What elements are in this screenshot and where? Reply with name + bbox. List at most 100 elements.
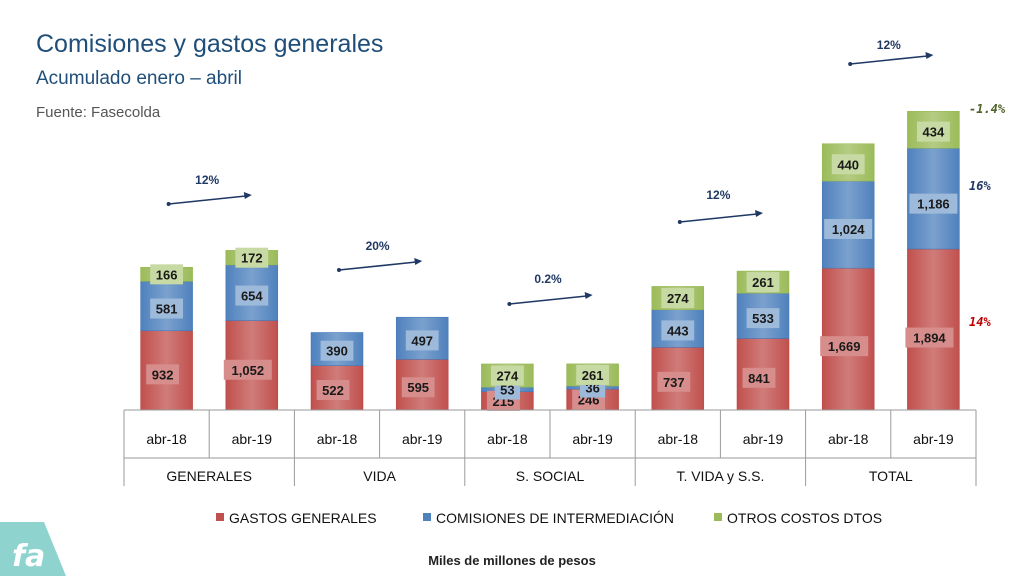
arrow-tail	[166, 202, 171, 206]
data-label-box	[491, 365, 524, 386]
arrow-tail	[677, 220, 682, 224]
data-label-box	[746, 272, 780, 293]
data-label-gastos-4: 595	[401, 377, 435, 398]
chart-subtitle: Acumulado enero – abril	[36, 68, 242, 89]
legend-swatch	[216, 513, 224, 521]
data-label-gastos-2: 1,052	[223, 359, 272, 380]
arrow-head	[755, 210, 763, 217]
x-tick-label-9: abr-18	[828, 431, 869, 447]
data-label-text: 172	[241, 251, 263, 266]
data-label-text: 440	[837, 157, 859, 172]
data-label-gastos-1: 932	[146, 364, 179, 385]
data-label-text: 581	[156, 302, 178, 317]
x-tick-label-7: abr-18	[658, 431, 699, 447]
legend-item-gastos: GASTOS GENERALES	[216, 510, 377, 526]
data-label-text: 274	[667, 291, 689, 306]
data-label-box	[831, 154, 865, 175]
legend-swatch	[714, 513, 722, 521]
legend-label: GASTOS GENERALES	[229, 510, 377, 526]
data-label-text: 737	[663, 375, 685, 390]
arrow-head	[584, 292, 593, 299]
data-label-gastos-8: 841	[742, 367, 776, 388]
data-label-text: 166	[156, 267, 178, 282]
legend-swatch	[423, 513, 431, 521]
data-label-comisiones-10: 1,186	[909, 193, 958, 214]
data-label-text: 434	[923, 125, 945, 140]
growth-arrow-3: 0.2%	[507, 272, 593, 306]
growth-arrow-5: 12%	[848, 38, 934, 66]
data-label-otros-2: 172	[235, 247, 269, 268]
data-label-box	[405, 330, 439, 351]
x-tick-label-6: abr-19	[572, 431, 613, 447]
growth-arrow-4: 12%	[677, 188, 763, 224]
data-label-box	[223, 359, 272, 380]
x-tick-label-8: abr-19	[743, 431, 784, 447]
data-label-gastos-3: 522	[316, 380, 350, 401]
data-label-box	[661, 288, 695, 309]
growth-arrow-line	[338, 261, 417, 271]
data-label-box	[320, 340, 354, 361]
growth-label-2: 20%	[366, 239, 390, 253]
data-label-text: 443	[667, 323, 689, 338]
units-note: Miles de millones de pesos	[428, 553, 596, 568]
data-label-gastos-10: 1,894	[905, 327, 954, 348]
x-tick-label-3: abr-18	[317, 431, 358, 447]
data-label-text: 497	[411, 333, 433, 348]
arrow-tail	[337, 268, 341, 272]
data-label-otros-10: 434	[917, 121, 950, 142]
data-label-otros-8: 261	[746, 272, 780, 293]
arrow-tail	[848, 62, 853, 66]
chart-title: Comisiones y gastos generales	[36, 30, 384, 58]
data-label-box	[746, 308, 780, 329]
growth-arrow-line	[850, 55, 928, 65]
x-tick-label-4: abr-19	[402, 431, 443, 447]
data-label-box	[820, 336, 869, 357]
chart-source: Fuente: Fasecolda	[36, 104, 161, 121]
data-label-text: 274	[497, 369, 519, 384]
group-label-5: TOTAL	[869, 468, 913, 484]
data-label-text: 841	[748, 371, 770, 386]
arrow-tail	[507, 302, 512, 306]
total-change-label-2: 16%	[969, 179, 991, 193]
data-label-otros-9: 440	[831, 154, 865, 175]
data-label-text: 261	[752, 275, 774, 290]
logo-text: fa	[12, 539, 45, 574]
group-label-2: VIDA	[363, 468, 396, 484]
x-tick-label-5: abr-18	[487, 431, 528, 447]
data-label-box	[235, 285, 269, 306]
growth-arrow-line	[168, 195, 246, 205]
data-label-text: 1,024	[832, 222, 865, 237]
data-label-comisiones-8: 533	[746, 308, 780, 329]
data-label-text: 1,186	[917, 197, 950, 212]
data-label-comisiones-3: 390	[320, 340, 354, 361]
group-label-3: S. SOCIAL	[516, 468, 585, 484]
data-label-box	[576, 364, 609, 385]
total-change-label-3: 14%	[969, 315, 991, 329]
data-label-otros-6: 261	[576, 364, 609, 385]
data-label-otros-5: 274	[491, 365, 524, 386]
data-label-text: 1,894	[913, 331, 946, 346]
data-label-box	[742, 367, 776, 388]
data-label-text: 522	[322, 383, 344, 398]
data-label-box	[661, 320, 695, 341]
data-label-comisiones-9: 1,024	[824, 218, 873, 239]
x-tick-label-2: abr-19	[232, 431, 273, 447]
data-label-text: 53	[500, 382, 514, 397]
data-label-comisiones-4: 497	[405, 330, 439, 351]
data-label-box	[909, 193, 958, 214]
legend-label: OTROS COSTOS DTOS	[727, 510, 882, 526]
data-label-text: 595	[407, 380, 429, 395]
arrow-head	[243, 192, 252, 199]
data-label-box	[146, 364, 179, 385]
data-label-comisiones-7: 443	[661, 320, 695, 341]
growth-arrow-line	[679, 213, 758, 223]
data-label-otros-1: 166	[150, 264, 183, 285]
data-label-text: 654	[241, 289, 263, 304]
growth-arrow-line	[509, 295, 587, 305]
data-label-text: 390	[326, 344, 348, 359]
data-label-text: 1,052	[232, 363, 265, 378]
arrow-head	[925, 52, 934, 59]
data-label-comisiones-2: 654	[235, 285, 269, 306]
data-label-box	[905, 327, 954, 348]
